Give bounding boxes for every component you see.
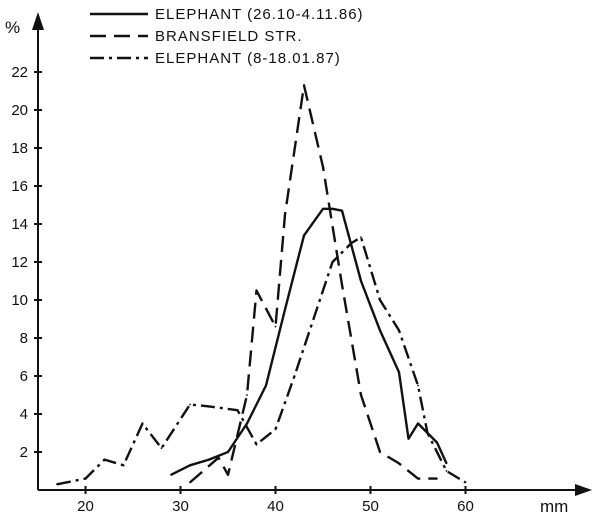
data-point-0: [379, 329, 381, 332]
y-tick-label: 2: [20, 444, 28, 461]
data-point-0: [265, 384, 267, 387]
y-ticks: 2 4 6 8 10 12 14 16 18 20 22: [11, 64, 42, 461]
data-point-0: [208, 458, 210, 461]
data-point-2: [379, 299, 381, 301]
data-point-1: [303, 84, 305, 87]
legend: ELEPHANT (26.10-4.11.86) BRANSFIELD STR.…: [90, 6, 364, 67]
data-point-1: [189, 481, 191, 484]
data-point-1: [379, 451, 381, 453]
data-point-2: [350, 242, 353, 244]
data-point-2: [312, 318, 315, 320]
data-point-0: [284, 308, 286, 311]
x-axis-unit: mm: [540, 497, 568, 516]
data-point-2: [255, 443, 258, 446]
data-point-2: [464, 481, 467, 484]
y-tick-label: 12: [11, 254, 28, 271]
data-point-1: [227, 473, 229, 476]
data-point-1: [436, 477, 438, 480]
data-point-0: [246, 422, 248, 425]
data-point-2: [274, 428, 277, 431]
data-point-2: [160, 447, 163, 450]
data-point-0: [331, 207, 334, 210]
data-point-1: [341, 283, 343, 286]
y-tick-label: 8: [20, 330, 28, 347]
data-point-0: [436, 441, 438, 444]
legend-label-elephant-1986: ELEPHANT (26.10-4.11.86): [155, 6, 364, 23]
data-point-2: [293, 375, 296, 377]
y-axis-unit: %: [5, 18, 20, 37]
data-point-1: [360, 394, 362, 396]
x-tick-label: 40: [267, 498, 284, 515]
data-point-1: [217, 456, 220, 459]
data-point-0: [189, 464, 191, 467]
data-point-0: [445, 462, 448, 465]
x-axis-arrow: [575, 484, 592, 496]
series-line-2: [56, 236, 467, 486]
data-point-1: [322, 166, 324, 168]
x-ticks: 20 30 40 50 60: [77, 486, 474, 515]
data-point-2: [331, 261, 334, 263]
data-point-0: [322, 207, 324, 210]
x-tick-label: 30: [172, 498, 189, 515]
data-point-2: [398, 329, 400, 332]
y-tick-label: 20: [11, 102, 28, 119]
data-point-2: [426, 432, 429, 434]
data-point-2: [122, 464, 125, 467]
data-point-1: [255, 289, 258, 292]
data-point-0: [170, 473, 172, 476]
data-point-0: [407, 437, 410, 440]
data-point-2: [103, 458, 106, 461]
series-line-1: [189, 84, 437, 484]
legend-label-bransfield: BRANSFIELD STR.: [155, 28, 303, 45]
y-tick-label: 18: [11, 140, 28, 157]
x-tick-label: 60: [457, 498, 474, 515]
data-point-2: [189, 403, 191, 406]
data-point-1: [246, 394, 248, 396]
data-point-1: [398, 462, 400, 465]
data-point-0: [398, 371, 400, 374]
x-tick-label: 20: [77, 498, 94, 515]
data-point-2: [141, 422, 144, 425]
y-tick-label: 22: [11, 64, 28, 81]
data-point-2: [445, 470, 448, 472]
data-point-1: [284, 213, 286, 216]
series-line-0: [170, 207, 448, 476]
data-point-2: [236, 409, 239, 412]
data-point-0: [227, 451, 229, 453]
data-point-0: [417, 422, 419, 425]
data-point-2: [84, 477, 87, 480]
data-point-2: [56, 483, 58, 486]
data-point-1: [417, 477, 419, 480]
data-point-1: [274, 325, 277, 328]
y-tick-label: 6: [20, 368, 28, 385]
data-point-2: [417, 384, 419, 387]
legend-label-elephant-1987: ELEPHANT (8-18.01.87): [155, 50, 341, 67]
data-point-2: [360, 236, 362, 239]
y-tick-label: 16: [11, 178, 28, 195]
y-tick-label: 14: [11, 216, 28, 233]
data-point-0: [360, 280, 362, 282]
y-axis-arrow: [32, 12, 44, 30]
data-point-2: [208, 405, 210, 408]
data-point-0: [341, 209, 343, 212]
x-tick-label: 50: [362, 498, 379, 515]
series-group: [56, 84, 467, 486]
y-tick-label: 10: [11, 292, 28, 309]
data-point-0: [303, 234, 305, 237]
y-tick-label: 4: [20, 406, 28, 423]
